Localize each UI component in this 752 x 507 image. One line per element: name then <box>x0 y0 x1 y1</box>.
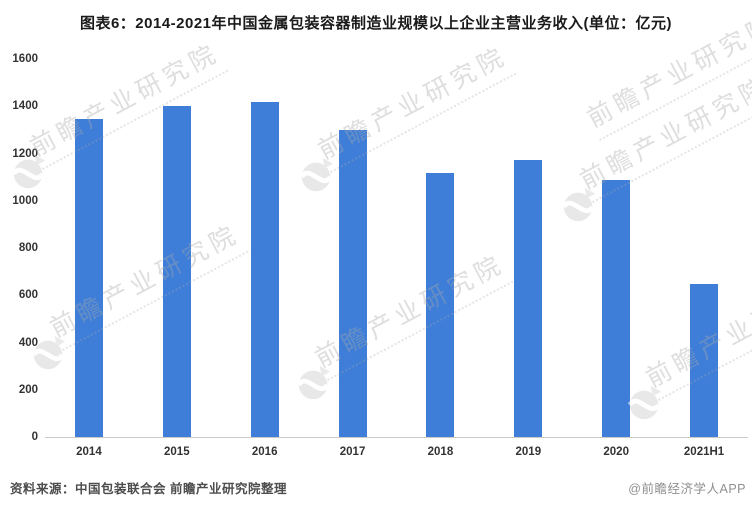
bar-slot <box>397 59 485 437</box>
bar-2014 <box>74 119 103 437</box>
bar-slot <box>133 59 221 437</box>
x-tick-label: 2018 <box>427 446 454 458</box>
app-credit-text: @前瞻经济学人APP <box>628 482 746 496</box>
y-tick-label: 800 <box>18 242 38 254</box>
y-tick-label: 400 <box>18 336 38 349</box>
x-tick-label: 2016 <box>251 446 278 458</box>
bar-slot <box>572 59 660 437</box>
x-tick-label: 2021H1 <box>683 446 725 458</box>
bar-2021H1 <box>690 283 719 437</box>
bar-slot <box>309 59 397 437</box>
y-tick-label: 1400 <box>12 100 38 113</box>
chart-title: 图表6：2014-2021年中国金属包装容器制造业规模以上企业主营业务收入(单位… <box>79 15 673 32</box>
x-tick-label: 2017 <box>339 446 366 458</box>
y-tick-label: 600 <box>18 289 38 302</box>
bar-slot <box>484 59 572 437</box>
plot-area <box>45 59 748 438</box>
bar-2015 <box>162 106 191 437</box>
bar-slot <box>660 59 748 437</box>
x-tick-label: 2015 <box>164 446 190 458</box>
x-tick-label: 2020 <box>603 446 629 458</box>
bar-slot <box>45 59 133 437</box>
bar-2017 <box>338 130 367 437</box>
bar-2020 <box>602 179 631 437</box>
bar-2019 <box>514 160 543 437</box>
x-tick-label: 2014 <box>76 446 102 458</box>
x-tick-label: 2019 <box>515 446 542 458</box>
y-axis: 0 200 400 600 800 1000 1200 1400 1600 <box>0 53 38 443</box>
x-axis-labels: 2014 2015 2016 2017 2018 2019 2020 2021H1 <box>45 446 748 458</box>
y-tick-label: 1000 <box>12 194 38 207</box>
bar-slot <box>221 59 309 437</box>
data-source-text: 资料来源：中国包装联合会 前瞻产业研究院整理 <box>10 482 287 496</box>
chart-footer: 资料来源：中国包装联合会 前瞻产业研究院整理 @前瞻经济学人APP <box>10 478 746 497</box>
y-tick-label: 1600 <box>12 53 38 65</box>
y-tick-label: 200 <box>18 383 38 396</box>
bar-2016 <box>250 102 279 437</box>
y-tick-label: 0 <box>31 431 38 443</box>
bar-2018 <box>426 172 455 437</box>
y-tick-label: 1200 <box>12 147 38 160</box>
